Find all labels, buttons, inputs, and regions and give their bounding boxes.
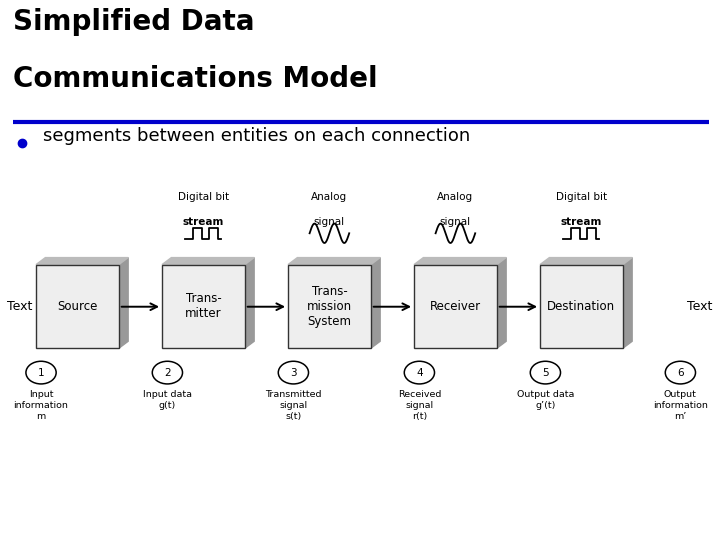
Text: Input data
g(t): Input data g(t) xyxy=(143,390,192,410)
Polygon shape xyxy=(288,258,380,265)
Text: Communications Model: Communications Model xyxy=(13,65,377,93)
Text: signal: signal xyxy=(314,217,345,227)
Text: Trans-
mitter: Trans- mitter xyxy=(185,293,222,320)
Text: Input
information
m: Input information m xyxy=(14,390,68,421)
FancyBboxPatch shape xyxy=(288,265,371,348)
Text: Output
information
m’: Output information m’ xyxy=(653,390,708,421)
Text: Digital bit: Digital bit xyxy=(178,192,229,202)
Polygon shape xyxy=(245,258,254,348)
Polygon shape xyxy=(371,258,380,348)
Text: 2: 2 xyxy=(164,368,171,377)
Text: 4: 4 xyxy=(416,368,423,377)
Polygon shape xyxy=(119,258,128,348)
Polygon shape xyxy=(414,258,506,265)
Text: stream: stream xyxy=(561,217,602,227)
Text: Received
signal
r(t): Received signal r(t) xyxy=(397,390,441,421)
Text: segments between entities on each connection: segments between entities on each connec… xyxy=(43,127,470,145)
Text: Source: Source xyxy=(57,300,98,313)
Text: Output data
g’(t): Output data g’(t) xyxy=(517,390,574,410)
Text: Transmitted
signal
s(t): Transmitted signal s(t) xyxy=(265,390,322,421)
Polygon shape xyxy=(540,258,632,265)
Text: 5: 5 xyxy=(542,368,549,377)
Text: Analog: Analog xyxy=(311,192,348,202)
Text: Destination: Destination xyxy=(547,300,616,313)
Text: Trans-
mission
System: Trans- mission System xyxy=(307,285,352,328)
Text: Text: Text xyxy=(7,300,32,313)
Text: 6: 6 xyxy=(677,368,684,377)
FancyBboxPatch shape xyxy=(36,265,119,348)
Text: stream: stream xyxy=(183,217,224,227)
Text: 1: 1 xyxy=(37,368,45,377)
Text: 3: 3 xyxy=(290,368,297,377)
Text: Simplified Data: Simplified Data xyxy=(13,8,254,36)
Text: Digital bit: Digital bit xyxy=(556,192,607,202)
Text: Text: Text xyxy=(688,300,713,313)
Polygon shape xyxy=(162,258,254,265)
Text: Receiver: Receiver xyxy=(430,300,481,313)
Text: Analog: Analog xyxy=(437,192,474,202)
Polygon shape xyxy=(36,258,128,265)
FancyBboxPatch shape xyxy=(162,265,245,348)
Polygon shape xyxy=(497,258,506,348)
FancyBboxPatch shape xyxy=(540,265,623,348)
Text: signal: signal xyxy=(440,217,471,227)
Polygon shape xyxy=(623,258,632,348)
FancyBboxPatch shape xyxy=(414,265,497,348)
